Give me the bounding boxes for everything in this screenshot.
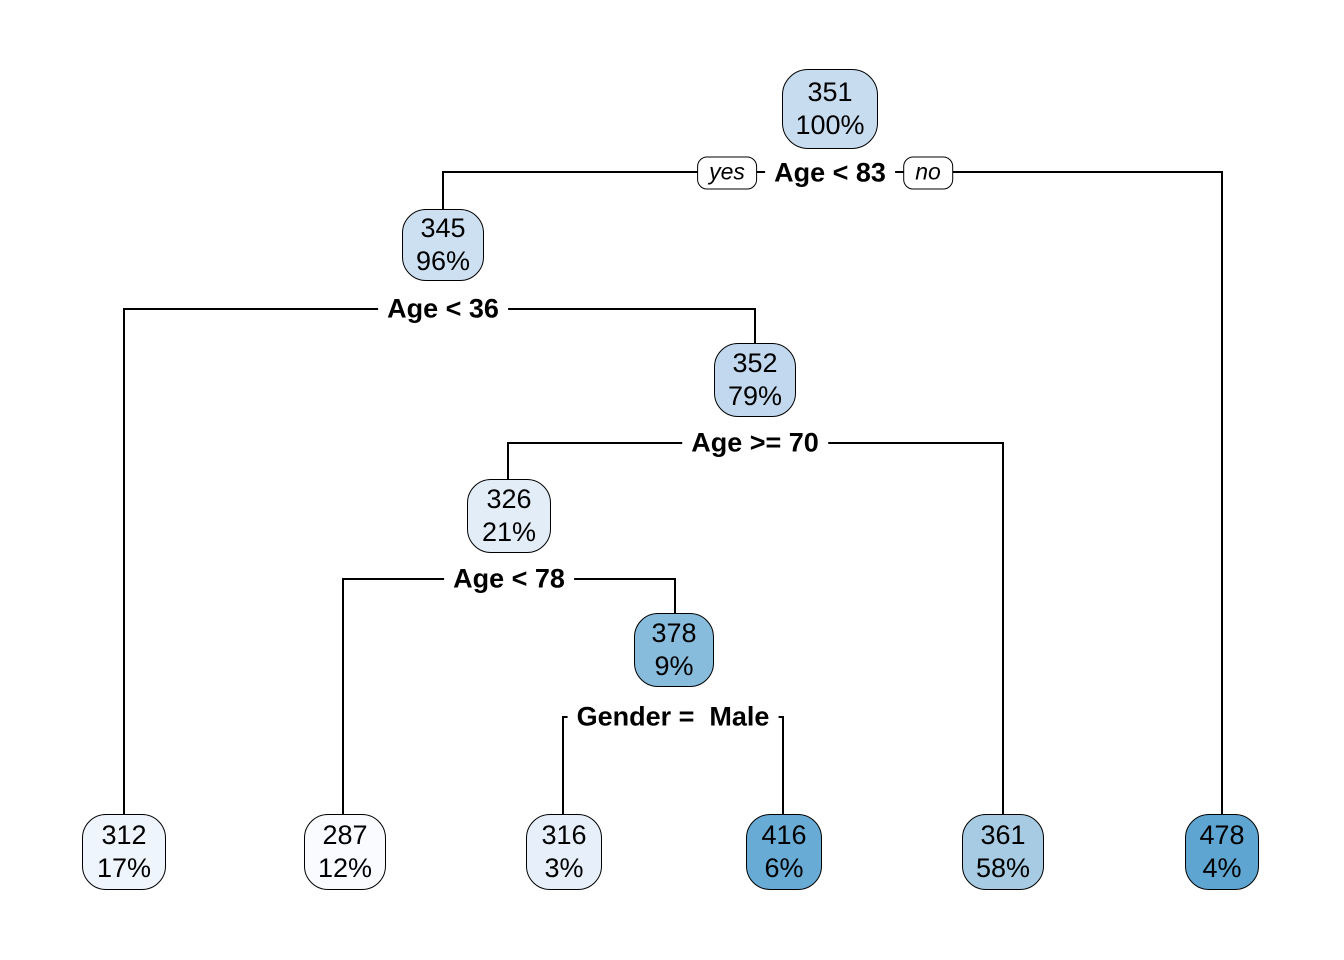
- node-value: 287: [322, 820, 368, 850]
- node-percent: 79%: [727, 381, 783, 411]
- node-value: 352: [732, 348, 778, 378]
- leaf-node-361: 361 58%: [962, 814, 1044, 890]
- node-percent: 21%: [481, 517, 537, 547]
- tree-node-378: 378 9%: [634, 613, 714, 687]
- branch-drop-to-326: [507, 442, 509, 481]
- tree-node-root: 351 100%: [782, 69, 878, 149]
- leaf-node-416: 416 6%: [746, 814, 822, 890]
- node-percent: 9%: [654, 651, 694, 681]
- node-value: 378: [651, 618, 697, 648]
- node-percent: 3%: [544, 853, 584, 883]
- split-label-age83: Age < 83: [765, 156, 895, 190]
- node-value: 312: [101, 820, 147, 850]
- tree-node-345: 345 96%: [402, 209, 484, 281]
- leaf-node-312: 312 17%: [82, 814, 166, 890]
- node-percent: 4%: [1202, 853, 1242, 883]
- node-value: 351: [807, 77, 853, 107]
- branch-drop-to-316: [562, 716, 564, 816]
- node-percent: 6%: [764, 853, 804, 883]
- node-value: 416: [761, 820, 807, 850]
- split-label-age70: Age >= 70: [682, 426, 828, 460]
- node-percent: 17%: [96, 853, 152, 883]
- branch-drop-to-478: [1221, 171, 1223, 816]
- branch-drop-to-287: [342, 578, 344, 816]
- split-label-gender: Gender = Male: [567, 700, 779, 734]
- branch-drop-to-352: [754, 308, 756, 345]
- node-value: 361: [980, 820, 1026, 850]
- node-percent: 100%: [795, 110, 865, 140]
- leaf-node-478: 478 4%: [1185, 814, 1259, 890]
- node-value: 478: [1199, 820, 1245, 850]
- branch-drop-to-416: [782, 716, 784, 816]
- node-value: 326: [486, 484, 532, 514]
- leaf-node-287: 287 12%: [304, 814, 386, 890]
- branch-drop-to-378: [674, 578, 676, 615]
- node-value: 345: [420, 213, 466, 243]
- node-percent: 96%: [415, 246, 471, 276]
- node-percent: 58%: [975, 853, 1031, 883]
- edge-label-yes: yes: [697, 156, 757, 190]
- tree-node-326: 326 21%: [467, 479, 551, 553]
- branch-drop-to-361: [1002, 442, 1004, 816]
- leaf-node-316: 316 3%: [526, 814, 602, 890]
- split-label-age36: Age < 36: [378, 292, 508, 326]
- split-label-age78: Age < 78: [444, 562, 574, 596]
- branch-drop-to-312: [123, 308, 125, 816]
- node-value: 316: [541, 820, 587, 850]
- tree-node-352: 352 79%: [714, 343, 796, 417]
- node-percent: 12%: [317, 853, 373, 883]
- branch-drop-to-345: [442, 171, 444, 211]
- edge-label-no: no: [903, 156, 953, 190]
